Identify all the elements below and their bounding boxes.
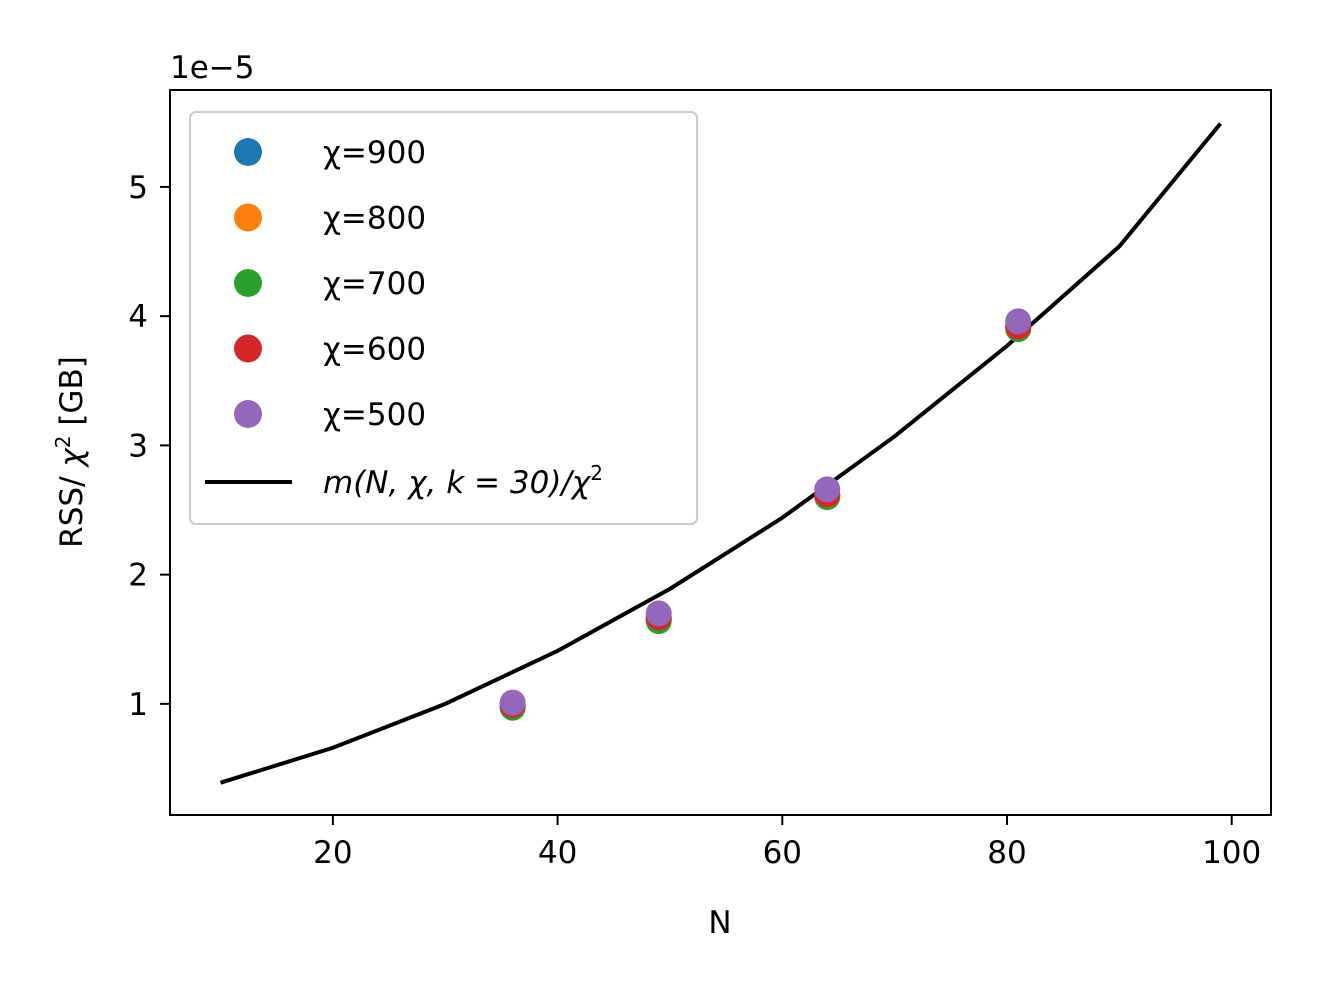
offset-text: 1e−5: [170, 50, 255, 86]
legend-label: χ=600: [323, 332, 426, 368]
axes-frame: [169, 89, 1272, 816]
legend-line-label-superscript: 2: [590, 461, 603, 485]
legend-line-label-args: (N, χ, k = 30)/χ: [353, 465, 592, 501]
y-axis-label-superscript: 2: [51, 436, 75, 449]
y-tick-label: 1: [128, 687, 148, 723]
legend-label: χ=800: [323, 201, 426, 237]
x-tick-label: 40: [538, 835, 577, 871]
legend-label: χ=500: [323, 397, 426, 433]
x-tick-label: 80: [987, 835, 1026, 871]
y-axis-label-prefix: RSS/: [54, 467, 90, 548]
legend-entries: χ=900 χ=800 χ=700 χ=600 χ=500: [234, 135, 426, 433]
legend-marker: [234, 203, 262, 232]
y-tick-label: 4: [128, 299, 148, 335]
plot-area: [219, 122, 1222, 785]
model-curve: [219, 122, 1222, 785]
x-tick-label: 100: [1202, 835, 1261, 871]
y-axis-ticks: 1 2 3 4 5: [128, 170, 170, 723]
data-point: [1005, 308, 1032, 335]
legend: χ=900 χ=800 χ=700 χ=600 χ=500 m(N, χ, k = 30…: [189, 111, 698, 525]
y-axis-label: RSS/ χ2 [GB]: [51, 356, 90, 548]
data-point: [645, 600, 672, 627]
x-tick-label: 20: [313, 835, 352, 871]
legend-label: χ=900: [323, 135, 426, 171]
x-tick-label: 60: [763, 835, 802, 871]
legend-box: [189, 111, 698, 525]
legend-line-label: m(N, χ, k = 30)/χ2: [323, 461, 603, 501]
y-tick-label: 3: [128, 428, 148, 464]
x-axis-ticks: 20 40 60 80 100: [313, 815, 1261, 871]
legend-marker: [234, 334, 262, 363]
x-axis-label: N: [708, 905, 731, 941]
y-axis-label-symbol: χ: [54, 447, 90, 469]
legend-marker: [234, 138, 262, 166]
data-point: [814, 476, 841, 503]
y-tick-label: 5: [128, 170, 148, 206]
legend-marker: [234, 400, 262, 428]
legend-marker: [234, 269, 262, 297]
y-axis-label-suffix: [GB]: [54, 356, 90, 435]
data-point: [499, 689, 526, 716]
legend-label: χ=700: [323, 266, 426, 302]
legend-line-label-prefix: m: [323, 465, 353, 501]
y-tick-label: 2: [128, 558, 148, 594]
